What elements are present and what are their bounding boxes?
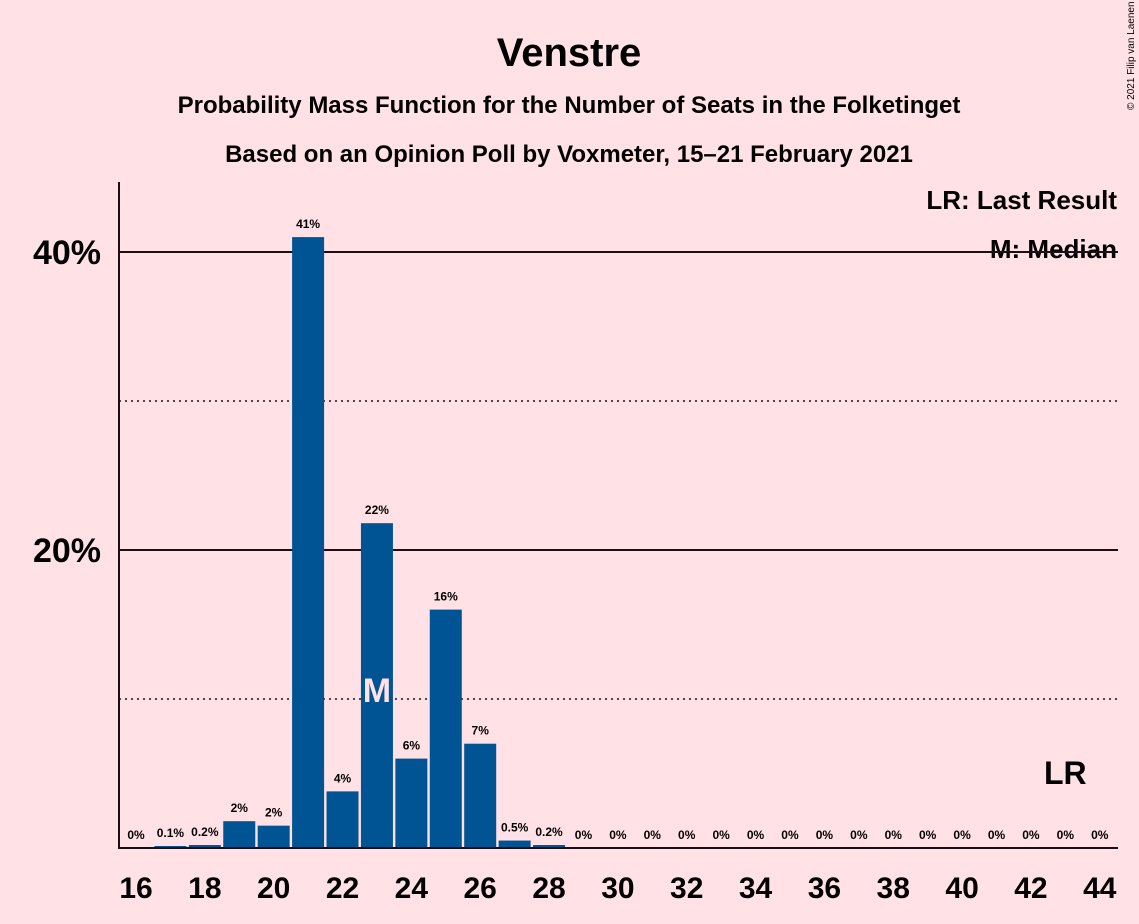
x-tick-label: 18 bbox=[188, 872, 221, 905]
data-label-seat-22: 4% bbox=[334, 771, 352, 785]
copyright-note: © 2021 Filip van Laenen bbox=[1126, 1, 1137, 110]
data-label-seat-25: 16% bbox=[434, 590, 458, 604]
data-label-seat-18: 0.2% bbox=[191, 825, 219, 839]
data-label-seat-27: 0.5% bbox=[501, 821, 529, 835]
data-label-seat-23: 22% bbox=[365, 503, 389, 517]
data-label-seat-19: 2% bbox=[231, 801, 249, 815]
median-marker: M bbox=[363, 672, 391, 710]
gridlines bbox=[119, 251, 1118, 700]
data-label-seat-28: 0.2% bbox=[535, 825, 563, 839]
x-tick-label: 24 bbox=[395, 872, 429, 905]
bar-seat-27 bbox=[498, 840, 531, 848]
y-axis-ticks: 20% 40% bbox=[33, 234, 101, 570]
x-tick-label: 16 bbox=[119, 872, 152, 905]
bar-seat-26 bbox=[464, 743, 497, 848]
x-tick-label: 42 bbox=[1014, 872, 1047, 905]
data-label-seat-30: 0% bbox=[609, 828, 627, 842]
bar-seat-18 bbox=[188, 845, 221, 848]
data-label-seat-34: 0% bbox=[747, 828, 765, 842]
data-label-seat-16: 0% bbox=[127, 828, 145, 842]
chart-subtitle-poll: Based on an Opinion Poll by Voxmeter, 15… bbox=[225, 141, 913, 168]
x-tick-label: 32 bbox=[670, 872, 703, 905]
legend-last-result: LR: Last Result bbox=[926, 185, 1117, 215]
data-label-seat-37: 0% bbox=[850, 828, 868, 842]
bar-seat-19 bbox=[223, 821, 256, 848]
data-label-seat-40: 0% bbox=[953, 828, 971, 842]
data-label-seat-21: 41% bbox=[296, 217, 320, 231]
data-label-seat-17: 0.1% bbox=[157, 826, 185, 840]
x-tick-label: 22 bbox=[326, 872, 359, 905]
data-label-seat-36: 0% bbox=[816, 828, 834, 842]
data-label-seat-43: 0% bbox=[1057, 828, 1075, 842]
data-label-seat-41: 0% bbox=[988, 828, 1006, 842]
data-label-seat-24: 6% bbox=[403, 739, 421, 753]
data-label-seat-33: 0% bbox=[712, 828, 730, 842]
data-label-seat-20: 2% bbox=[265, 806, 283, 820]
chart-subtitle: Probability Mass Function for the Number… bbox=[178, 92, 961, 119]
chart-title: Venstre bbox=[497, 31, 642, 75]
x-tick-label: 34 bbox=[739, 872, 773, 905]
bar-seat-23 bbox=[360, 523, 393, 848]
x-tick-label: 38 bbox=[877, 872, 910, 905]
y-tick-label: 20% bbox=[33, 532, 101, 570]
x-tick-label: 20 bbox=[257, 872, 290, 905]
x-tick-label: 26 bbox=[464, 872, 497, 905]
data-label-seat-38: 0% bbox=[885, 828, 903, 842]
bars bbox=[154, 237, 566, 849]
x-tick-label: 28 bbox=[532, 872, 565, 905]
x-axis-ticks: 16 18 20 22 24 26 28 30 32 34 36 38 40 42 44 bbox=[119, 872, 1116, 905]
data-label-seat-35: 0% bbox=[781, 828, 799, 842]
data-label-seat-26: 7% bbox=[472, 724, 490, 738]
data-label-seat-39: 0% bbox=[919, 828, 937, 842]
x-tick-label: 30 bbox=[601, 872, 634, 905]
bar-seat-21 bbox=[292, 237, 325, 849]
x-tick-label: 36 bbox=[808, 872, 841, 905]
markers: M LR bbox=[363, 672, 1087, 791]
x-tick-label: 44 bbox=[1083, 872, 1117, 905]
data-label-seat-44: 0% bbox=[1091, 828, 1109, 842]
data-label-seat-31: 0% bbox=[644, 828, 662, 842]
data-label-seat-29: 0% bbox=[575, 828, 593, 842]
data-labels: 0% 0.1% 0.2% 2% 2% 41% 4% 22% 6% 16% 7% 0.5% 0.2% 0% 0… bbox=[127, 217, 1108, 842]
bar-seat-28 bbox=[533, 845, 566, 848]
bar-seat-24 bbox=[395, 758, 428, 848]
x-tick-label: 40 bbox=[945, 872, 978, 905]
bar-seat-25 bbox=[429, 609, 462, 848]
last-result-marker: LR bbox=[1044, 755, 1087, 791]
data-label-seat-32: 0% bbox=[678, 828, 696, 842]
y-tick-label: 40% bbox=[33, 234, 101, 272]
legend-median: M: Median bbox=[990, 234, 1117, 264]
data-label-seat-42: 0% bbox=[1022, 828, 1040, 842]
bar-seat-22 bbox=[326, 791, 359, 848]
bar-seat-20 bbox=[257, 825, 290, 848]
